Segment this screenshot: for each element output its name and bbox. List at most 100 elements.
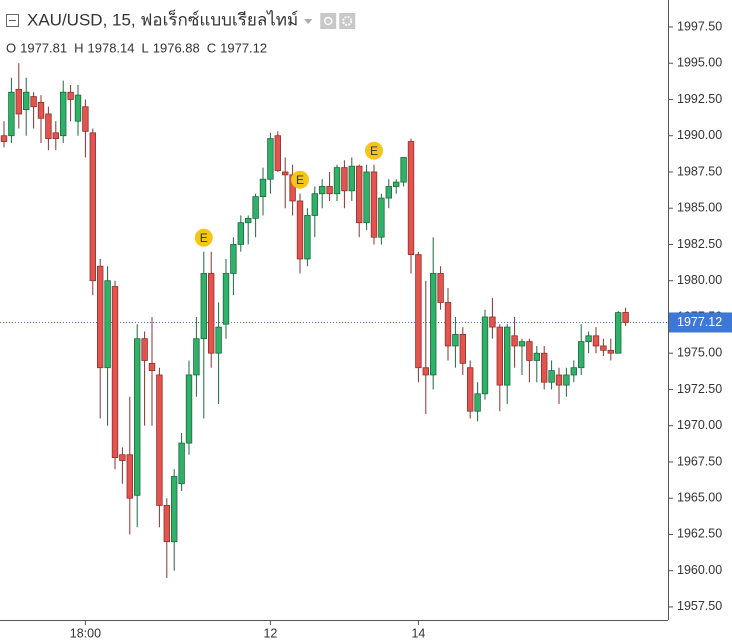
candle-body — [318, 186, 326, 195]
collapse-icon[interactable] — [6, 14, 19, 27]
candle-body — [60, 91, 67, 137]
candle-body — [570, 367, 577, 376]
y-tick-label: 1982.50 — [677, 237, 722, 251]
candle-body — [281, 171, 289, 176]
y-tick-label: 1975.00 — [677, 346, 722, 360]
y-tick-label: 1960.00 — [677, 563, 722, 577]
candle-body — [392, 181, 400, 187]
y-tick-label: 1992.50 — [677, 92, 722, 106]
candle-body — [185, 374, 193, 444]
candle-body — [267, 138, 274, 180]
candle-body — [252, 196, 259, 219]
candle-body — [178, 442, 185, 485]
candle-body — [311, 193, 318, 216]
candle-body — [437, 273, 444, 303]
candle-body — [126, 454, 133, 499]
visibility-button[interactable] — [320, 13, 337, 29]
candle-body — [444, 302, 452, 347]
candle-body — [459, 333, 466, 364]
last-price-label: 1977.12 — [677, 315, 722, 329]
candle-body — [97, 265, 104, 369]
candle-body — [237, 222, 244, 245]
candle-body — [259, 178, 267, 198]
event-marker[interactable] — [365, 141, 383, 160]
y-tick-label: 1987.50 — [677, 164, 722, 178]
candle-body — [452, 333, 459, 347]
ohlc-value: 1977.81 — [20, 40, 67, 55]
candle-body — [45, 113, 52, 140]
candle-body — [89, 132, 96, 282]
settings-button[interactable] — [339, 13, 356, 29]
ohlc-value: 1977.12 — [220, 40, 267, 55]
candle-body — [82, 106, 89, 132]
candle-body — [533, 352, 540, 361]
visibility-icon — [323, 16, 333, 26]
candle-body — [104, 280, 111, 369]
candle-body — [200, 273, 207, 340]
candle-body — [74, 94, 82, 122]
y-tick-label: 1972.50 — [677, 382, 722, 396]
ohlc-label: H — [74, 40, 83, 55]
candle-body — [615, 312, 622, 354]
x-tick-label: 18:00 — [70, 626, 101, 640]
candle-body — [363, 171, 370, 224]
plot-area: E E E — [0, 63, 668, 578]
candle-body — [348, 165, 355, 192]
candle-body — [341, 167, 348, 192]
ohlc-label: C — [207, 40, 216, 55]
ohlc-value: 1976.88 — [153, 40, 200, 55]
candle-body — [489, 316, 496, 328]
event-label: E — [200, 231, 208, 245]
candle-body — [526, 341, 533, 361]
y-tick-label: 1957.50 — [677, 599, 722, 613]
y-tick-label: 1970.00 — [677, 418, 722, 432]
candle-body — [222, 273, 230, 325]
candle-body — [141, 338, 148, 361]
event-marker[interactable] — [291, 170, 309, 189]
candle-body — [170, 476, 178, 543]
candle-body — [296, 200, 304, 260]
candle-body — [215, 326, 222, 354]
candle-body — [244, 217, 252, 224]
event-marker[interactable] — [194, 228, 213, 247]
chart-title: XAU/USD, 15, ฟอเร็กซ์แบบเรียลไทม์ — [27, 8, 298, 29]
candle-body — [474, 393, 481, 412]
candle-body — [385, 186, 392, 199]
ohlc-label: O — [6, 40, 16, 55]
x-tick-label: 12 — [263, 626, 277, 640]
y-tick-label: 1962.50 — [677, 527, 722, 541]
candle-body — [0, 135, 8, 142]
candle-body — [67, 91, 74, 100]
candle-body — [163, 505, 170, 543]
candle-body — [207, 273, 215, 354]
candle-body — [466, 367, 474, 412]
candle-body — [119, 454, 126, 461]
candle-body — [304, 215, 311, 260]
y-tick-label: 1980.00 — [677, 273, 722, 287]
y-tick-label: 1985.00 — [677, 201, 722, 215]
ohlc-value: 1978.14 — [88, 40, 135, 55]
candle-body — [407, 141, 415, 256]
candle-body — [274, 135, 281, 171]
candle-body — [622, 312, 629, 323]
candle-body — [400, 157, 407, 183]
candle-body — [585, 335, 592, 343]
y-tick-label: 1965.00 — [677, 491, 722, 505]
candle-body — [193, 338, 200, 376]
candle-body — [133, 338, 141, 496]
last-price-box — [669, 312, 732, 333]
candle-body — [326, 186, 333, 195]
y-tick-label: 1990.00 — [677, 128, 722, 142]
candle-body — [15, 88, 22, 115]
candle-body — [111, 286, 119, 459]
candle-body — [378, 197, 385, 238]
x-tick-label: 14 — [411, 626, 425, 640]
candle-body — [563, 374, 570, 386]
event-label: E — [370, 144, 378, 158]
candle-body — [592, 335, 600, 347]
candle-body — [22, 91, 30, 111]
title-dropdown[interactable] — [304, 19, 313, 24]
y-tick-label: 1967.50 — [677, 454, 722, 468]
candle-body — [333, 167, 341, 195]
